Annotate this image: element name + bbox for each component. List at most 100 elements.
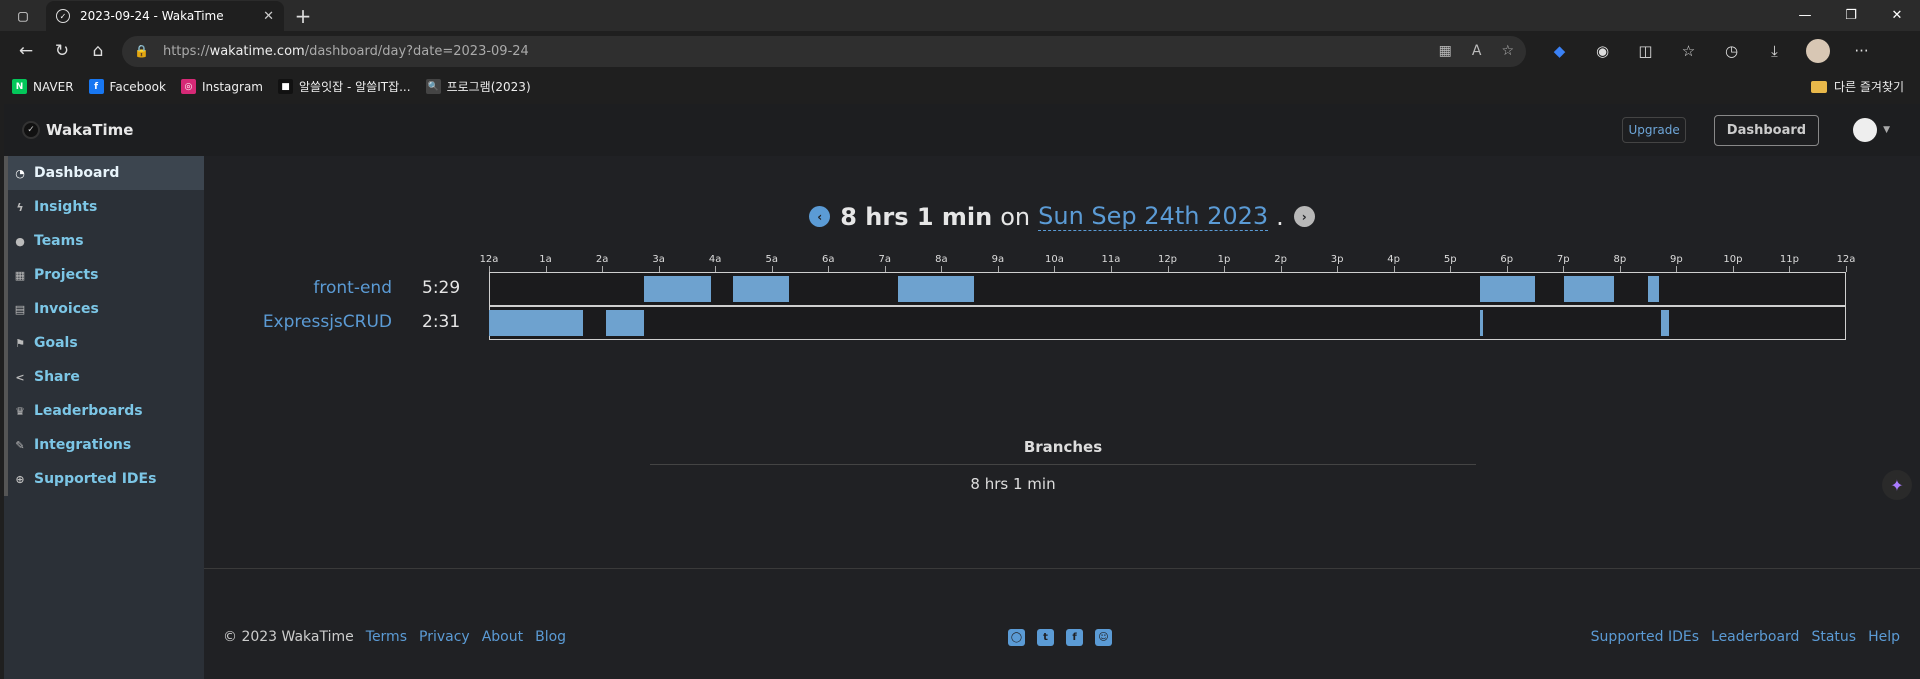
footer-link-leaderboard[interactable]: Leaderboard: [1711, 629, 1800, 645]
activity-segment[interactable]: [489, 310, 584, 336]
x-tick-mark: [1789, 266, 1791, 272]
x-tick-label: 11p: [1779, 254, 1799, 265]
github-icon[interactable]: ◯: [1008, 629, 1025, 646]
project-duration: 5:29: [422, 278, 461, 298]
x-tick-mark: [1506, 266, 1508, 272]
bitwarden-icon[interactable]: ◆: [1553, 42, 1566, 60]
footer-link-about[interactable]: About: [481, 629, 524, 645]
split-screen-icon[interactable]: ◫: [1638, 42, 1653, 60]
footer-link-blog[interactable]: Blog: [535, 629, 567, 645]
x-tick-label: 7p: [1556, 254, 1570, 265]
twitter-icon[interactable]: t: [1037, 629, 1054, 646]
user-avatar[interactable]: [1853, 118, 1878, 142]
upgrade-button[interactable]: Upgrade: [1622, 117, 1686, 143]
extension-icon[interactable]: ◉: [1595, 42, 1610, 60]
back-icon[interactable]: ←: [18, 41, 34, 61]
extensions-area: ◆ ◉ ◫ ☆ ◷ ⤓ ···: [1538, 39, 1883, 63]
profile-avatar[interactable]: [1806, 39, 1830, 63]
close-window-icon[interactable]: ✕: [1891, 8, 1903, 23]
tab-actions-icon[interactable]: ▢: [17, 8, 29, 23]
tab-close-icon[interactable]: ✕: [263, 8, 274, 24]
facebook-icon[interactable]: f: [1066, 629, 1083, 646]
x-tick-mark: [1676, 266, 1678, 272]
footer-link-privacy[interactable]: Privacy: [419, 629, 470, 645]
bookmark-favicon-icon: ■: [278, 79, 293, 94]
sidebar-item-insights[interactable]: ϟ Insights: [4, 190, 204, 224]
file-icon: ▤: [14, 302, 26, 316]
sidebar-item-integrations[interactable]: ✎ Integrations: [4, 428, 204, 462]
address-bar[interactable]: 🔒 https://wakatime.com/dashboard/day?dat…: [122, 35, 1526, 67]
activity-segment[interactable]: [1480, 276, 1536, 302]
chevron-down-icon[interactable]: ▼: [1883, 125, 1890, 135]
bookmark-item[interactable]: N NAVER: [12, 79, 74, 94]
main-content: ‹ 8 hrs 1 min on Sun Sep 24th 2023 . › 1…: [204, 156, 1920, 679]
sidebar-item-label: Teams: [34, 233, 84, 249]
activity-segment[interactable]: [1564, 276, 1615, 302]
x-tick-label: 10p: [1723, 254, 1743, 265]
x-tick-mark: [941, 266, 943, 272]
x-tick-mark: [1619, 266, 1621, 272]
bookmark-label: Facebook: [109, 79, 166, 94]
history-icon[interactable]: ◷: [1724, 42, 1739, 60]
x-tick-mark: [715, 266, 717, 272]
home-icon[interactable]: ⌂: [92, 41, 104, 61]
minimize-icon[interactable]: —: [1798, 8, 1812, 23]
dashboard-button[interactable]: Dashboard: [1713, 114, 1820, 146]
bookmark-item[interactable]: f Facebook: [88, 79, 166, 94]
bookmark-item[interactable]: ■ 알쓸잇잡 - 알쓸IT잡...: [278, 78, 411, 95]
project-timeline: 12a 1a 2a 3a 4a 5a 6a 7a 8a 9a 10a 11a 12p 1p 2p 3p 4p 5p…: [204, 254, 1920, 364]
x-tick-mark: [1224, 266, 1226, 272]
x-tick-label: 8a: [935, 254, 948, 265]
project-link[interactable]: front-end: [313, 278, 392, 298]
favorites-icon[interactable]: ☆: [1681, 42, 1696, 60]
copilot-sparkle-icon[interactable]: ✦: [1882, 470, 1912, 500]
gauge-icon: ◔: [15, 166, 25, 180]
project-link[interactable]: ExpressjsCRUD: [262, 312, 392, 332]
activity-segment[interactable]: [1648, 276, 1660, 302]
sidebar-item-goals[interactable]: ⚑ Goals: [4, 326, 204, 360]
reddit-icon[interactable]: ☺: [1095, 629, 1112, 646]
footer-right: Supported IDEs Leaderboard Status Help: [1579, 629, 1900, 645]
refresh-icon[interactable]: ↻: [54, 41, 70, 61]
date-picker[interactable]: Sun Sep 24th 2023: [1038, 202, 1269, 231]
sidebar-item-label: Share: [34, 369, 80, 385]
x-tick-mark: [1167, 266, 1169, 272]
lock-icon[interactable]: 🔒: [134, 44, 149, 58]
browser-tab[interactable]: ✓ 2023-09-24 - WakaTime ✕: [46, 1, 284, 31]
sidebar-item-projects[interactable]: ▦ Projects: [4, 258, 204, 292]
activity-segment[interactable]: [1661, 310, 1669, 336]
bookmark-label: Instagram: [201, 79, 263, 94]
sidebar-item-label: Leaderboards: [34, 403, 143, 419]
footer-link-supported-ides[interactable]: Supported IDEs: [1590, 629, 1700, 645]
new-tab-icon[interactable]: +: [294, 4, 312, 28]
wakatime-page: ✓ WakaTime Upgrade Dashboard ▼ ◔ Dashboar…: [4, 104, 1920, 679]
activity-segment[interactable]: [644, 276, 711, 302]
sidebar-item-supported-ides[interactable]: ⊕ Supported IDEs: [4, 462, 204, 496]
previous-day-icon[interactable]: ‹: [809, 206, 831, 227]
activity-segment[interactable]: [733, 276, 789, 302]
activity-segment[interactable]: [606, 310, 645, 336]
browser-nav-bar: ← ↻ ⌂ 🔒 https://wakatime.com/dashboard/d…: [0, 31, 1920, 71]
footer-link-help[interactable]: Help: [1868, 629, 1900, 645]
sidebar-item-leaderboards[interactable]: ♛ Leaderboards: [4, 394, 204, 428]
more-icon[interactable]: ···: [1854, 42, 1869, 60]
footer-link-status[interactable]: Status: [1811, 629, 1857, 645]
restore-icon[interactable]: ❐: [1845, 8, 1857, 23]
app-available-icon[interactable]: ▦: [1438, 43, 1452, 59]
bookmark-item[interactable]: ◎ Instagram: [180, 79, 263, 94]
bookmark-item[interactable]: 🔍 프로그램(2023): [425, 78, 531, 95]
activity-segment[interactable]: [1480, 310, 1483, 336]
read-aloud-icon[interactable]: A: [1471, 43, 1482, 59]
footer-link-terms[interactable]: Terms: [365, 629, 407, 645]
brand[interactable]: ✓ WakaTime: [22, 121, 133, 139]
sidebar-item-share[interactable]: < Share: [4, 360, 204, 394]
flag-icon: ⚑: [15, 336, 25, 350]
sidebar-item-dashboard[interactable]: ◔ Dashboard: [4, 156, 204, 190]
activity-segment[interactable]: [897, 276, 975, 302]
favorite-star-icon[interactable]: ☆: [1501, 43, 1514, 59]
sidebar-item-teams[interactable]: ● Teams: [4, 224, 204, 258]
download-icon[interactable]: ⤓: [1771, 42, 1778, 60]
sidebar-item-invoices[interactable]: ▤ Invoices: [4, 292, 204, 326]
other-bookmarks[interactable]: 다른 즐겨찾기: [1810, 71, 1904, 102]
next-day-icon[interactable]: ›: [1293, 206, 1315, 227]
